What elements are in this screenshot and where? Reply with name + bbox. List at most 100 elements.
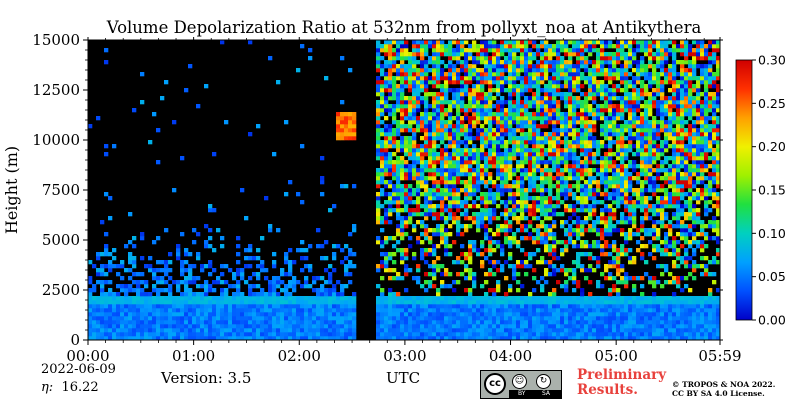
heatmap-cell bbox=[500, 64, 505, 69]
heatmap-cell bbox=[556, 168, 561, 173]
heatmap-cell bbox=[104, 308, 109, 313]
heatmap-cell bbox=[344, 264, 349, 269]
heatmap-cell bbox=[512, 148, 517, 153]
heatmap-cell bbox=[564, 304, 569, 309]
heatmap-cell bbox=[600, 300, 605, 305]
heatmap-cell bbox=[568, 228, 573, 233]
heatmap-cell bbox=[128, 316, 133, 321]
heatmap-cell bbox=[376, 92, 381, 97]
heatmap-cell bbox=[440, 192, 445, 197]
heatmap-cell bbox=[404, 148, 409, 153]
heatmap-cell bbox=[404, 208, 409, 213]
heatmap-cell bbox=[380, 308, 385, 313]
heatmap-cell bbox=[432, 96, 437, 101]
heatmap-cell bbox=[280, 288, 285, 293]
heatmap-cell bbox=[604, 116, 609, 121]
heatmap-cell bbox=[352, 336, 357, 341]
heatmap-cell bbox=[496, 328, 501, 333]
heatmap-cell bbox=[512, 156, 517, 161]
heatmap-cell bbox=[504, 160, 509, 165]
heatmap-cell bbox=[532, 44, 537, 49]
heatmap-cell bbox=[468, 172, 473, 177]
heatmap-cell bbox=[580, 192, 585, 197]
heatmap-cell bbox=[516, 112, 521, 117]
heatmap-cell bbox=[428, 240, 433, 245]
heatmap-cell bbox=[460, 48, 465, 53]
heatmap-cell bbox=[436, 168, 441, 173]
heatmap-cell bbox=[456, 128, 461, 133]
heatmap-cell bbox=[604, 108, 609, 113]
heatmap-cell bbox=[392, 128, 397, 133]
heatmap-cell bbox=[380, 332, 385, 337]
heatmap-cell bbox=[608, 272, 613, 277]
heatmap-cell bbox=[452, 200, 457, 205]
heatmap-cell bbox=[352, 296, 357, 301]
heatmap-cell bbox=[212, 336, 217, 341]
heatmap-cell bbox=[112, 320, 117, 325]
heatmap-cell bbox=[464, 304, 469, 309]
heatmap-cell bbox=[472, 304, 477, 309]
heatmap-cell bbox=[340, 328, 345, 333]
heatmap-cell bbox=[500, 112, 505, 117]
heatmap-cell bbox=[440, 224, 445, 229]
heatmap-cell bbox=[336, 324, 341, 329]
heatmap-cell bbox=[400, 308, 405, 313]
heatmap-cell bbox=[424, 92, 429, 97]
heatmap-cell bbox=[196, 304, 201, 309]
heatmap-cell bbox=[476, 96, 481, 101]
heatmap-cell bbox=[456, 332, 461, 337]
heatmap-cell bbox=[568, 300, 573, 305]
heatmap-cell bbox=[544, 208, 549, 213]
heatmap-cell bbox=[484, 48, 489, 53]
heatmap-cell bbox=[432, 100, 437, 105]
heatmap-cell bbox=[636, 152, 641, 157]
heatmap-cell bbox=[480, 260, 485, 265]
heatmap-cell bbox=[472, 64, 477, 69]
heatmap-cell bbox=[104, 328, 109, 333]
heatmap-cell bbox=[412, 76, 417, 81]
heatmap-cell bbox=[432, 132, 437, 137]
heatmap-cell bbox=[616, 264, 621, 269]
heatmap-cell bbox=[428, 236, 433, 241]
heatmap-cell bbox=[448, 244, 453, 249]
heatmap-cell bbox=[276, 292, 281, 297]
heatmap-cell bbox=[448, 60, 453, 65]
heatmap-cell bbox=[448, 272, 453, 277]
heatmap-cell bbox=[376, 44, 381, 49]
heatmap-cell bbox=[612, 200, 617, 205]
heatmap-cell bbox=[540, 296, 545, 301]
heatmap-cell bbox=[600, 172, 605, 177]
heatmap-cell bbox=[504, 156, 509, 161]
heatmap-cell bbox=[436, 128, 441, 133]
heatmap-cell bbox=[624, 72, 629, 77]
heatmap-cell bbox=[380, 160, 385, 165]
heatmap-cell bbox=[120, 276, 125, 281]
heatmap-cell bbox=[592, 124, 597, 129]
heatmap-cell bbox=[620, 152, 625, 157]
heatmap-cell bbox=[240, 268, 245, 273]
heatmap-cell bbox=[508, 40, 513, 45]
heatmap-cell bbox=[480, 40, 485, 45]
heatmap-cell bbox=[528, 220, 533, 225]
heatmap-cell bbox=[520, 136, 525, 141]
heatmap-cell bbox=[344, 308, 349, 313]
heatmap-cell bbox=[492, 148, 497, 153]
heatmap-cell bbox=[160, 312, 165, 317]
heatmap-cell bbox=[452, 332, 457, 337]
heatmap-cell bbox=[632, 48, 637, 53]
heatmap-cell bbox=[440, 236, 445, 241]
heatmap-cell bbox=[344, 336, 349, 341]
heatmap-cell bbox=[564, 232, 569, 237]
heatmap-cell bbox=[468, 136, 473, 141]
heatmap-cell bbox=[560, 192, 565, 197]
heatmap-cell bbox=[232, 320, 237, 325]
heatmap-cell bbox=[576, 300, 581, 305]
heatmap-cell bbox=[556, 112, 561, 117]
heatmap-cell bbox=[516, 120, 521, 125]
heatmap-cell bbox=[544, 72, 549, 77]
heatmap-cell bbox=[476, 176, 481, 181]
heatmap-cell bbox=[548, 104, 553, 109]
heatmap-cell bbox=[432, 260, 437, 265]
heatmap-cell bbox=[500, 156, 505, 161]
heatmap-cell bbox=[568, 148, 573, 153]
